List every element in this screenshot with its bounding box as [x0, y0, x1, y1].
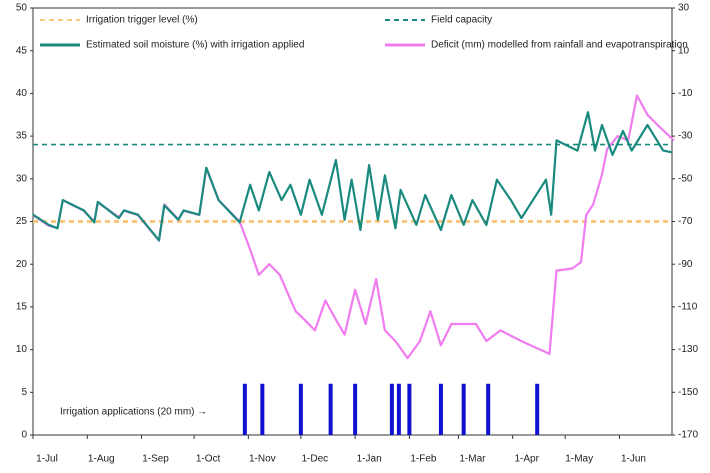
y-tick-label: 40 [16, 88, 28, 99]
x-tick-label: 1-Mar [459, 454, 486, 465]
y-tick-label: 50 [16, 3, 28, 14]
y-tick-label: 5 [21, 387, 27, 398]
x-tick-label: 1-Oct [196, 454, 221, 465]
irrigation-bar [535, 383, 540, 435]
y2-tick-label: 30 [678, 3, 690, 14]
x-tick-label: 1-Feb [410, 454, 437, 465]
y2-tick-label: -110 [678, 302, 698, 313]
irrigation-bar [396, 383, 401, 435]
legend-label: Irrigation trigger level (%) [86, 15, 198, 26]
y-tick-label: 45 [16, 45, 28, 56]
legend-label: Deficit (mm) modelled from rainfall and … [431, 40, 688, 51]
x-tick-label: 1-Nov [249, 454, 276, 465]
y-tick-label: 30 [16, 173, 28, 184]
y-tick-label: 0 [21, 430, 27, 441]
x-tick-label: 1-Jan [357, 454, 382, 465]
irrigation-bar [242, 383, 247, 435]
x-tick-label: 1-Dec [302, 454, 329, 465]
irrigation-bar [461, 383, 466, 435]
irrigation-bar [353, 383, 358, 435]
y2-tick-label: -150 [678, 387, 698, 398]
irrigation-bar [486, 383, 491, 435]
y-tick-label: 15 [16, 302, 28, 313]
y2-tick-label: -90 [678, 259, 693, 270]
annotation: Irrigation applications (20 mm) → [60, 407, 207, 418]
y2-tick-label: -170 [678, 430, 698, 441]
legend-label: Field capacity [431, 15, 492, 26]
irrigation-bar [407, 383, 412, 435]
y-tick-label: 10 [16, 344, 28, 355]
y2-tick-label: -10 [678, 88, 693, 99]
x-tick-label: 1-Sep [142, 454, 169, 465]
series-line [32, 111, 673, 242]
irrigation-bar [438, 383, 443, 435]
x-tick-label: 1-Jul [36, 454, 58, 465]
y2-tick-label: -70 [678, 216, 693, 227]
x-tick-label: 1-Jun [621, 454, 646, 465]
irrigation-bar [260, 383, 265, 435]
y-tick-label: 25 [16, 216, 28, 227]
irrigation-bar [389, 383, 394, 435]
x-tick-label: 1-Aug [88, 454, 115, 465]
irrigation-bar [298, 383, 303, 435]
legend-box [38, 10, 665, 58]
y-tick-label: 20 [16, 259, 28, 270]
y-tick-label: 35 [16, 131, 28, 142]
irrigation-bar [328, 383, 333, 435]
legend-label: Estimated soil moisture (%) with irrigat… [86, 40, 304, 51]
y2-tick-label: -30 [678, 131, 693, 142]
y2-tick-label: -130 [678, 344, 698, 355]
x-tick-label: 1-May [565, 454, 593, 465]
y2-tick-label: 10 [678, 45, 690, 56]
y2-tick-label: -50 [678, 173, 693, 184]
x-tick-label: 1-Apr [514, 454, 539, 465]
